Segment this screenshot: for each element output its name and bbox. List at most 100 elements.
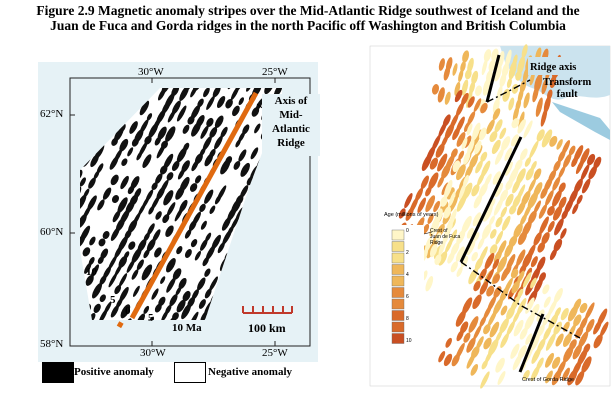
anomaly-stripe-blob (274, 88, 282, 97)
age-scale-block (391, 333, 405, 344)
age-stripe-blob (484, 252, 495, 270)
age-stripe-blob (473, 324, 482, 341)
age-stripe-blob (552, 176, 561, 191)
anomaly-stripe-blob (240, 162, 250, 177)
age-stripe-blob (438, 351, 446, 363)
age-stripe-blob (585, 318, 595, 333)
age-stripe-blob (437, 87, 445, 103)
age-stripe-blob (580, 164, 590, 181)
age-stripe-blob (477, 172, 485, 186)
anomaly-stripe-blob (212, 88, 221, 98)
age-stripe-blob (486, 285, 495, 297)
age-stripe-blob (466, 123, 473, 136)
age-stripe-blob (571, 156, 579, 168)
anomaly-stripe-blob (98, 238, 106, 247)
age-stripe-blob (431, 84, 440, 95)
anomaly-stripe-blob (171, 160, 180, 172)
anomaly-stripe-blob (142, 154, 152, 168)
anomaly-stripe-blob (209, 127, 218, 138)
anomaly-stripe-blob (178, 277, 187, 290)
age-stripe-blob (519, 327, 528, 340)
age-stripe-blob (448, 195, 459, 213)
age-stripe-blob (456, 229, 466, 245)
anomaly-stripe-blob (112, 210, 121, 223)
anomaly-stripe-blob (176, 246, 183, 255)
age-stripe-blob (520, 213, 527, 226)
age-stripe-blob (473, 232, 480, 242)
age-stripe-blob (579, 302, 588, 314)
age-stripe-blob (588, 165, 597, 180)
age-stripe-blob (593, 319, 602, 335)
age-stripe-blob (451, 353, 460, 367)
age-stripe-blob (513, 223, 523, 239)
anomaly-stripe-blob (127, 147, 134, 157)
scale-bar (242, 306, 293, 314)
anomaly-stripe-blob (120, 175, 129, 190)
age-stripe-blob (593, 156, 602, 169)
age-stripe-blob (530, 256, 538, 268)
anomaly-stripe-blob (165, 304, 172, 315)
age-stripe-blob (581, 178, 591, 194)
age-scale-title: Age (millions of years) (384, 212, 439, 218)
axis-label-line: Atlantic (272, 123, 310, 135)
age-stripe-blob (510, 343, 520, 359)
age-stripe-blob (438, 58, 445, 71)
age-stripe-blob (547, 298, 558, 317)
age-stripe-blob (524, 157, 532, 167)
age-stripe-blob (599, 321, 609, 337)
anomaly-stripe-blob (161, 88, 171, 94)
anomaly-stripe-blob (151, 288, 159, 300)
age-stripe-blob (512, 194, 521, 209)
age-stripes (389, 44, 609, 389)
age-stripe-blob (452, 126, 461, 141)
anomaly-stripe-blob (216, 185, 227, 202)
age-stripe-blob (482, 204, 493, 222)
age-stripe-blob (530, 277, 537, 289)
age-stripe-blob (581, 356, 592, 373)
age-stripe-blob (573, 314, 582, 327)
anomaly-stripe-blob (194, 175, 202, 184)
anomaly-stripe-blob (189, 183, 198, 192)
age-stripe-blob (489, 321, 500, 338)
age-tick-2: 2 (406, 250, 409, 256)
age-stripe-blob (547, 220, 555, 233)
age-stripe-blob (448, 191, 456, 207)
age-stripe-blob (466, 227, 474, 239)
age-stripe-blob (467, 111, 476, 125)
anomaly-stripe-blob (181, 303, 192, 320)
age-stripe-blob (553, 160, 561, 172)
age-stripe-blob (488, 59, 496, 72)
age-stripe-blob (441, 163, 451, 179)
age-stripe-blob (562, 367, 570, 381)
age-stripe-blob (554, 218, 564, 236)
age-stripe-blob (563, 153, 572, 169)
age-stripe-blob (456, 266, 463, 277)
age-stripe-blob (545, 352, 554, 368)
anomaly-stripe-blob (123, 251, 130, 259)
anomaly-stripe-blob (190, 239, 198, 248)
age-stripe-blob (492, 258, 500, 270)
age-stripe-blob (461, 92, 469, 106)
anomaly-stripe-blob (84, 262, 92, 274)
anomaly-stripe-blob (197, 98, 204, 108)
age-stripe-blob (474, 257, 484, 271)
age-stripe-blob (545, 332, 556, 351)
age-stripe-blob (504, 147, 513, 161)
anomaly-stripe-blob (199, 203, 206, 212)
age-stripe-blob (499, 127, 507, 140)
anomaly-stripe-blob (117, 197, 128, 213)
age-stripe-blob (430, 216, 440, 235)
age-stripe-blob (443, 65, 451, 81)
age-stripe-blob (553, 321, 562, 335)
age-stripe-blob (398, 208, 406, 219)
age-stripe-blob (464, 164, 474, 179)
anomaly-stripe-blob (184, 229, 192, 239)
anomaly-stripe-blob (194, 153, 203, 165)
axis-label-line: Axis of (274, 95, 308, 107)
age-stripe-blob (587, 153, 596, 166)
age-stripe-blob (417, 197, 427, 214)
age-stripe-blob (437, 175, 445, 188)
age-stripe-blob (567, 305, 579, 322)
anomaly-stripe-blob (232, 105, 240, 117)
anomaly-stripe-blob (152, 229, 161, 242)
